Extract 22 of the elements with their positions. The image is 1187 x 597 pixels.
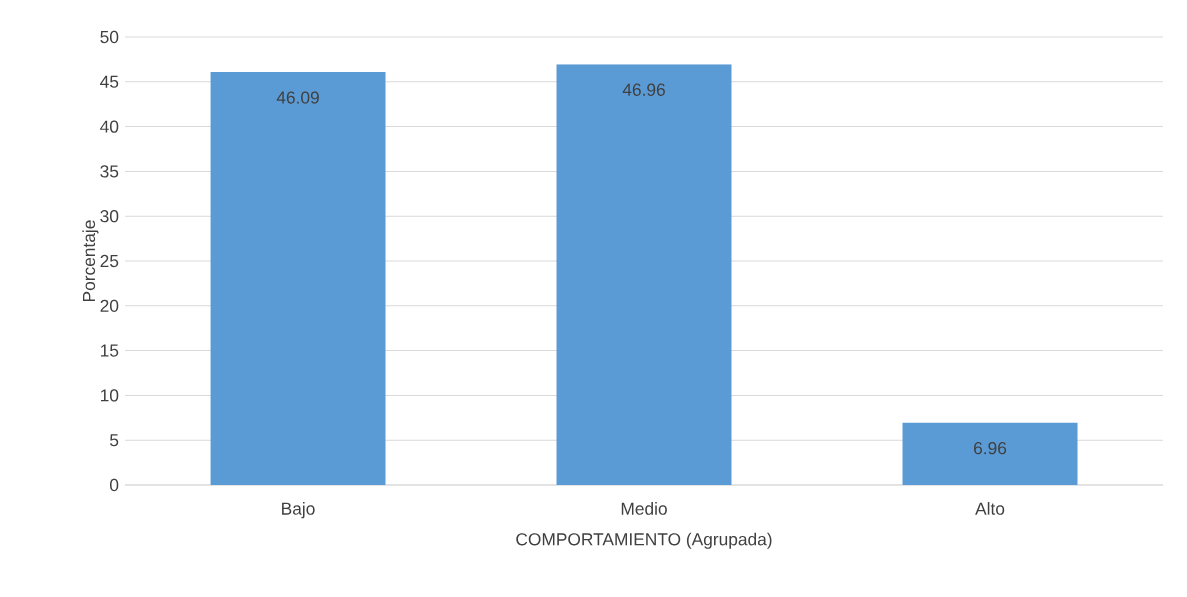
- x-tick-label: Bajo: [282, 502, 315, 519]
- bar: [210, 72, 386, 485]
- bar: [902, 422, 1078, 485]
- data-label: 46.96: [622, 83, 665, 96]
- y-tick-label: 40: [100, 120, 119, 133]
- x-tick-label: Alto: [975, 502, 1005, 515]
- y-tick-label: 10: [101, 389, 119, 402]
- data-label: 46.09: [276, 91, 319, 104]
- y-tick-label: 30: [100, 210, 119, 223]
- y-tick-label: 35: [100, 165, 119, 178]
- y-tick-label: 45: [100, 75, 119, 88]
- y-axis-title: Porcentaje: [82, 220, 99, 302]
- bar: [556, 64, 732, 485]
- y-tick-label: 25: [100, 254, 119, 268]
- y-tick-label: 20: [100, 299, 119, 312]
- y-tick-label: 50: [100, 30, 119, 44]
- y-tick-label: 15: [101, 344, 119, 357]
- x-tick-label: Medio: [621, 502, 667, 515]
- y-tick-label: 0: [109, 478, 119, 492]
- data-label: 6.96: [974, 442, 1007, 455]
- x-axis-title: COMPORTAMIENTO (Agrupada): [516, 532, 772, 549]
- y-tick-label: 5: [110, 434, 119, 447]
